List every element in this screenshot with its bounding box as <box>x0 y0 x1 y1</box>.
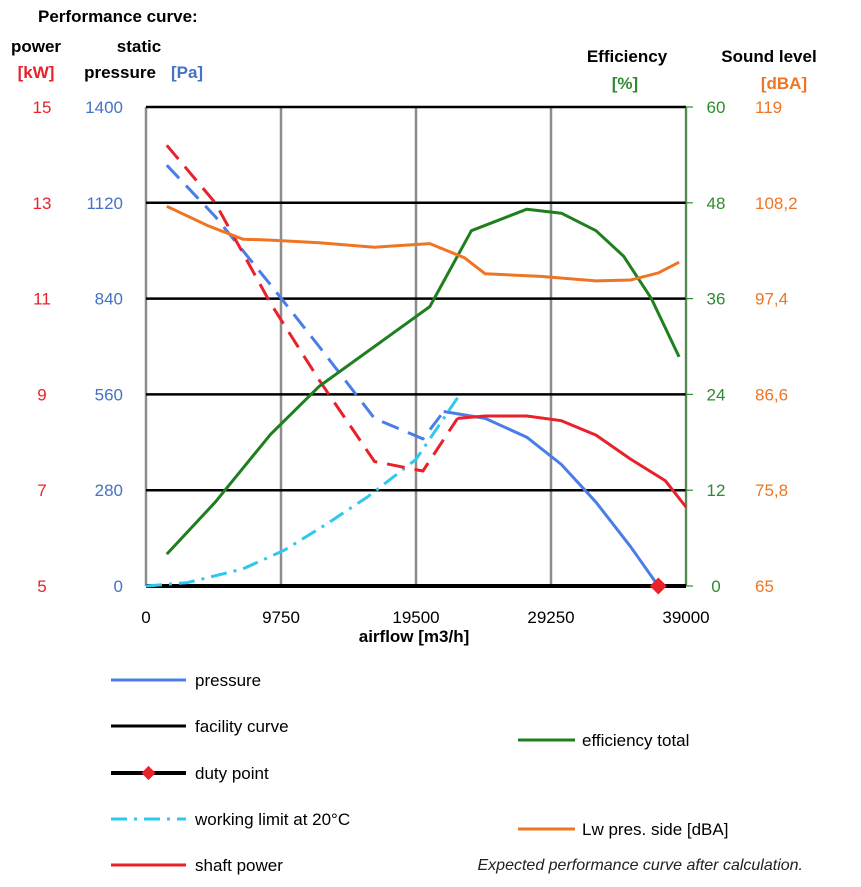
sound-tick-label: 97,4 <box>755 290 788 309</box>
legend-left-0-label: pressure <box>195 671 261 690</box>
legend-left-2-label: duty point <box>195 764 269 783</box>
legend-left-1-label: facility curve <box>195 717 289 736</box>
x-axis-title: airflow [m3/h] <box>359 627 470 646</box>
x-tick-label: 19500 <box>392 608 439 627</box>
sound-tick-label: 119 <box>755 98 782 117</box>
legend-left-4-label: shaft power <box>195 856 283 875</box>
pressure-axis-title-line1: static <box>117 37 161 56</box>
sound-axis-unit: [dBA] <box>761 74 807 93</box>
power-tick-label: 7 <box>37 481 46 500</box>
pressure-tick-label: 1400 <box>85 98 123 117</box>
lw-pres-side-dba-line <box>166 204 680 283</box>
power-tick-label: 9 <box>37 385 46 404</box>
sound-tick-label: 108,2 <box>755 194 798 213</box>
x-tick-label: 0 <box>141 608 150 627</box>
efficiency-tick-label: 60 <box>707 98 726 117</box>
duty-point-marker <box>649 577 667 595</box>
sound-tick-label: 65 <box>755 577 774 596</box>
legend-right-0-label: efficiency total <box>582 731 689 750</box>
efficiency-axis-title: Efficiency <box>587 47 668 66</box>
sound-tick-label: 75,8 <box>755 481 788 500</box>
chart-title: Performance curve: <box>38 7 198 26</box>
pressure-line <box>443 410 660 587</box>
pressure-axis-unit: [Pa] <box>171 63 203 82</box>
power-tick-label: 5 <box>37 577 46 596</box>
x-tick-label: 9750 <box>262 608 300 627</box>
power-tick-label: 15 <box>33 98 52 117</box>
legend-right-1-label: Lw pres. side [dBA] <box>582 820 728 839</box>
pressure-tick-label: 840 <box>95 290 123 309</box>
axis-tick-labels: 5 0 0 657 280 12 75,89 560 24 86,611 840 36 97,413 11… <box>33 98 798 627</box>
sound-axis-title: Sound level <box>721 47 816 66</box>
sound-tick-label: 86,6 <box>755 385 788 404</box>
power-tick-label: 13 <box>33 194 52 213</box>
pressure-tick-label: 0 <box>114 577 123 596</box>
shaft-power-line <box>457 414 688 508</box>
efficiency-axis-unit: [%] <box>612 74 638 93</box>
pressure-tick-label: 560 <box>95 385 123 404</box>
efficiency-tick-label: 12 <box>707 481 726 500</box>
x-tick-label: 29250 <box>527 608 574 627</box>
pressure-line <box>165 164 445 441</box>
power-tick-label: 11 <box>33 290 51 309</box>
power-axis-unit: [kW] <box>18 63 55 82</box>
x-tick-label: 39000 <box>662 608 709 627</box>
footnote: Expected performance curve after calcula… <box>478 857 804 874</box>
power-axis-title: power <box>11 37 61 56</box>
efficiency-total-line <box>165 207 681 556</box>
legend-left-2-marker <box>141 765 156 781</box>
efficiency-tick-label: 48 <box>707 194 726 213</box>
pressure-tick-label: 1120 <box>86 194 123 213</box>
chart-legend: pressure facility curve duty point working … <box>111 671 728 875</box>
legend-left-3-label: working limit at 20°C <box>194 810 350 829</box>
pressure-axis-title-line2: pressure <box>84 63 156 82</box>
efficiency-tick-label: 36 <box>707 290 726 309</box>
working-limit-at-20-c-line <box>145 396 459 588</box>
pressure-tick-label: 280 <box>95 481 123 500</box>
chart-grid <box>144 105 693 588</box>
efficiency-tick-label: 24 <box>707 385 726 404</box>
chart-series <box>145 144 688 595</box>
efficiency-tick-label: 0 <box>711 577 720 596</box>
shaft-power-line <box>165 144 459 473</box>
